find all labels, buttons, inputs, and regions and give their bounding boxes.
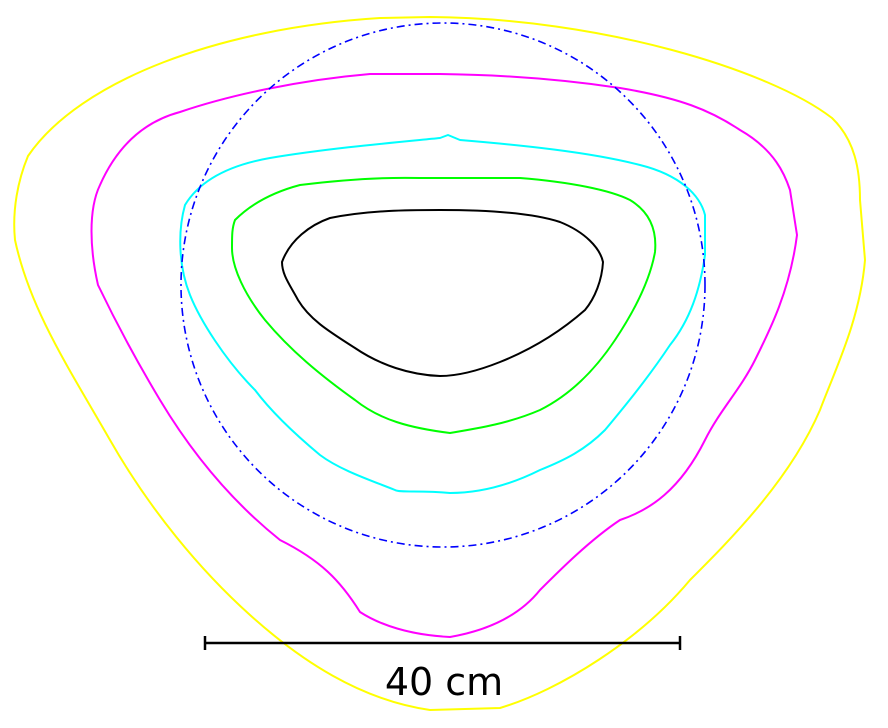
inner-contour	[281, 209, 604, 377]
scale-bar-label: 40 cm	[385, 660, 503, 704]
third-contour	[179, 134, 706, 494]
reference-circle	[180, 22, 706, 548]
scale-bar: 40 cm	[203, 636, 682, 704]
second-contour	[90, 73, 798, 638]
outer-contour	[13, 16, 866, 711]
fourth-contour	[231, 176, 657, 434]
